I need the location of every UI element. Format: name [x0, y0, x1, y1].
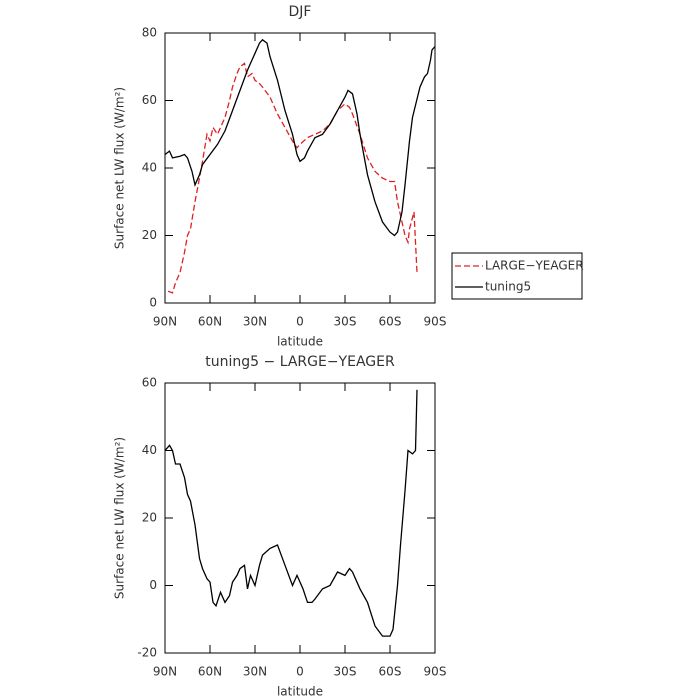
legend-label: tuning5 — [485, 280, 531, 294]
x-tick-label: 60N — [198, 665, 222, 679]
chart-title: DJF — [289, 4, 312, 20]
x-tick-label: 0 — [296, 665, 304, 679]
data-line — [164, 38, 436, 237]
y-tick-label: 40 — [142, 161, 157, 175]
y-axis-label: Surface net LW flux (W/m²) — [113, 437, 127, 599]
y-tick-label: -20 — [137, 646, 157, 660]
y-tick-label: 60 — [142, 93, 157, 107]
x-axis-label: latitude — [277, 335, 323, 349]
y-tick-label: 20 — [142, 511, 157, 525]
x-tick-label: 60N — [198, 315, 222, 329]
y-tick-label: 20 — [142, 228, 157, 242]
chart-title: tuning5 − LARGE−YEAGER — [205, 354, 395, 370]
legend-label: LARGE−YEAGER — [485, 259, 584, 273]
x-tick-label: 90S — [424, 315, 447, 329]
data-line — [167, 62, 418, 294]
y-tick-label: 60 — [142, 376, 157, 390]
x-tick-label: 30N — [243, 665, 267, 679]
x-tick-label: 90S — [424, 665, 447, 679]
y-tick-label: 80 — [142, 26, 157, 40]
y-tick-label: 0 — [149, 296, 157, 310]
x-tick-label: 90N — [153, 665, 177, 679]
x-tick-label: 30N — [243, 315, 267, 329]
legend-box — [451, 252, 583, 300]
x-tick-label: 60S — [379, 665, 402, 679]
plot-frame — [164, 382, 436, 654]
x-tick-label: 90N — [153, 315, 177, 329]
x-tick-label: 30S — [334, 315, 357, 329]
y-axis-label: Surface net LW flux (W/m²) — [113, 87, 127, 249]
x-tick-label: 0 — [296, 315, 304, 329]
y-tick-label: 40 — [142, 443, 157, 457]
x-tick-label: 30S — [334, 665, 357, 679]
x-tick-label: 60S — [379, 315, 402, 329]
data-line — [164, 389, 418, 637]
x-axis-label: latitude — [277, 685, 323, 699]
plot-frame — [164, 32, 436, 304]
y-tick-label: 0 — [149, 578, 157, 592]
